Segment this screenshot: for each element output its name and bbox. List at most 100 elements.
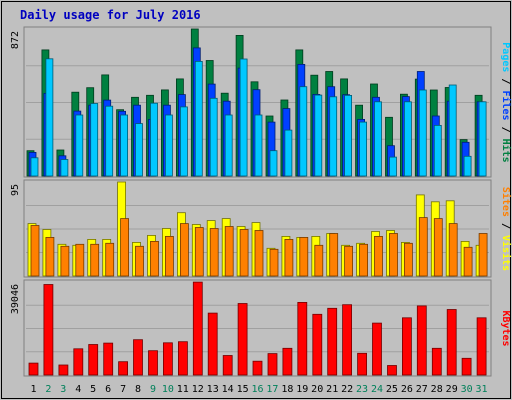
visits-bar-sites-11 [179, 223, 189, 277]
hits-bar-pages-24 [374, 101, 382, 177]
visits-bar-sites-8 [135, 245, 144, 277]
visits-bar-sites-7 [120, 218, 129, 277]
visits-bar-sites-28 [433, 218, 443, 277]
visits-bar-sites-24 [374, 235, 383, 277]
x-tick-label-24: 24 [371, 384, 383, 395]
kbytes-bar-kbytes-14 [222, 355, 233, 376]
kbytes-bar-kbytes-21 [327, 307, 338, 376]
right-legend-labels: Pages / Files / Hits Sites / Visits KBytes [500, 42, 512, 346]
hits-bar-pages-11 [179, 106, 188, 177]
visits-bar-sites-10 [164, 235, 174, 277]
chart-title: Daily usage for July 2016 [20, 8, 201, 22]
kbytes-bar-kbytes-25 [387, 365, 397, 376]
kbytes-bar-kbytes-28 [431, 347, 442, 376]
visits-bar-sites-13 [209, 228, 219, 277]
hits-right-label: Pages / Files / Hits [500, 42, 512, 162]
kbytes-bar-kbytes-9 [148, 350, 158, 376]
hits-bar-pages-30 [463, 155, 472, 177]
x-tick-label-16: 16 [251, 384, 263, 395]
kbytes-bar-kbytes-16 [252, 360, 263, 376]
right-label-sites: Sites [500, 187, 512, 217]
visits-bar-sites-4 [75, 243, 85, 277]
hits-bar-pages-21 [329, 96, 338, 177]
hits-bar-pages-1 [30, 157, 39, 177]
kbytes-bar-kbytes-30 [461, 357, 472, 376]
visits-bar-sites-1 [30, 225, 40, 277]
right-label-hits: Hits [500, 139, 512, 163]
x-tick-label-19: 19 [296, 384, 308, 395]
kbytes-bar-kbytes-13 [207, 312, 218, 376]
x-tick-label-15: 15 [237, 384, 249, 395]
visits-bar-sites-9 [150, 240, 159, 277]
kbytes-bar-kbytes-5 [88, 344, 99, 376]
hits-bar-pages-28 [433, 125, 442, 177]
hits-bar-pages-10 [164, 114, 173, 177]
visits-right-label: Sites / Visits [500, 187, 512, 271]
x-tick-label-2: 2 [45, 384, 51, 395]
x-tick-label-6: 6 [105, 384, 111, 395]
visits-bar-sites-19 [299, 236, 309, 277]
visits-bar-sites-25 [389, 233, 398, 277]
kbytes-bar-kbytes-20 [312, 313, 323, 376]
kbytes-bar-kbytes-3 [58, 364, 69, 376]
kbytes-bar-kbytes-31 [476, 317, 487, 376]
hits-bar-pages-5 [90, 103, 99, 177]
visits-bar-sites-22 [344, 245, 354, 277]
hits-bar-pages-31 [478, 101, 487, 177]
kbytes-ymax-label: 39046 [10, 284, 21, 314]
x-tick-label-1: 1 [30, 384, 36, 395]
x-tick-label-7: 7 [120, 384, 126, 395]
x-tick-label-3: 3 [60, 384, 66, 395]
hits-bar-pages-23 [359, 121, 368, 177]
visits-ymax-label: 95 [10, 184, 21, 196]
x-tick-label-5: 5 [90, 384, 96, 395]
kbytes-bar-kbytes-8 [133, 339, 143, 376]
hits-bar-pages-6 [105, 105, 114, 177]
x-tick-label-31: 31 [475, 384, 487, 395]
hits-bar-pages-12 [194, 61, 203, 177]
kbytes-bar-kbytes-11 [177, 341, 188, 376]
visits-bar-sites-2 [45, 236, 55, 277]
kbytes-bar-kbytes-23 [357, 352, 368, 376]
right-label-pages: Pages [500, 42, 511, 72]
x-tick-label-13: 13 [207, 384, 219, 395]
visits-bar-sites-3 [60, 245, 70, 277]
visits-bar-sites-26 [403, 242, 413, 277]
bars-layer [26, 28, 488, 376]
hits-bar-pages-3 [60, 159, 69, 177]
x-tick-label-23: 23 [356, 384, 368, 395]
visits-bar-sites-15 [239, 229, 249, 277]
visits-bar-sites-29 [448, 223, 458, 277]
x-tick-label-10: 10 [162, 384, 174, 395]
hits-bar-pages-19 [299, 86, 308, 177]
kbytes-bar-kbytes-10 [162, 342, 173, 376]
hits-bar-pages-25 [389, 156, 397, 177]
x-tick-label-9: 9 [150, 384, 156, 395]
right-label-visits: Visits [500, 235, 512, 271]
kbytes-bar-kbytes-19 [297, 301, 308, 376]
x-tick-labels: 1 2 3 4 5 6 7 8 9 10 11 12 13 14 15 16 17 18 19 20 21 22 23 24 2… [30, 384, 487, 395]
hits-bar-pages-2 [45, 58, 54, 177]
visits-bar-sites-16 [254, 230, 264, 277]
kbytes-bar-kbytes-4 [73, 348, 84, 376]
hits-bar-pages-20 [314, 94, 323, 177]
hits-bar-pages-15 [239, 58, 248, 177]
kbytes-bar-kbytes-26 [401, 317, 412, 376]
hits-bar-pages-8 [135, 123, 143, 177]
kbytes-bar-kbytes-17 [267, 353, 278, 376]
hits-bar-pages-16 [254, 114, 263, 177]
x-tick-label-22: 22 [341, 384, 353, 395]
hits-bar-pages-17 [269, 150, 278, 177]
right-label-separator: / [500, 217, 511, 235]
visits-bar-sites-5 [90, 243, 100, 277]
visits-bar-sites-27 [418, 217, 428, 277]
kbytes-bar-kbytes-12 [192, 281, 203, 376]
visits-bar-sites-18 [284, 238, 294, 277]
x-tick-label-27: 27 [416, 384, 428, 395]
kbytes-bar-kbytes-24 [372, 322, 382, 376]
x-tick-label-17: 17 [266, 384, 278, 395]
x-tick-label-21: 21 [326, 384, 338, 395]
right-label-separator: / [500, 72, 511, 90]
